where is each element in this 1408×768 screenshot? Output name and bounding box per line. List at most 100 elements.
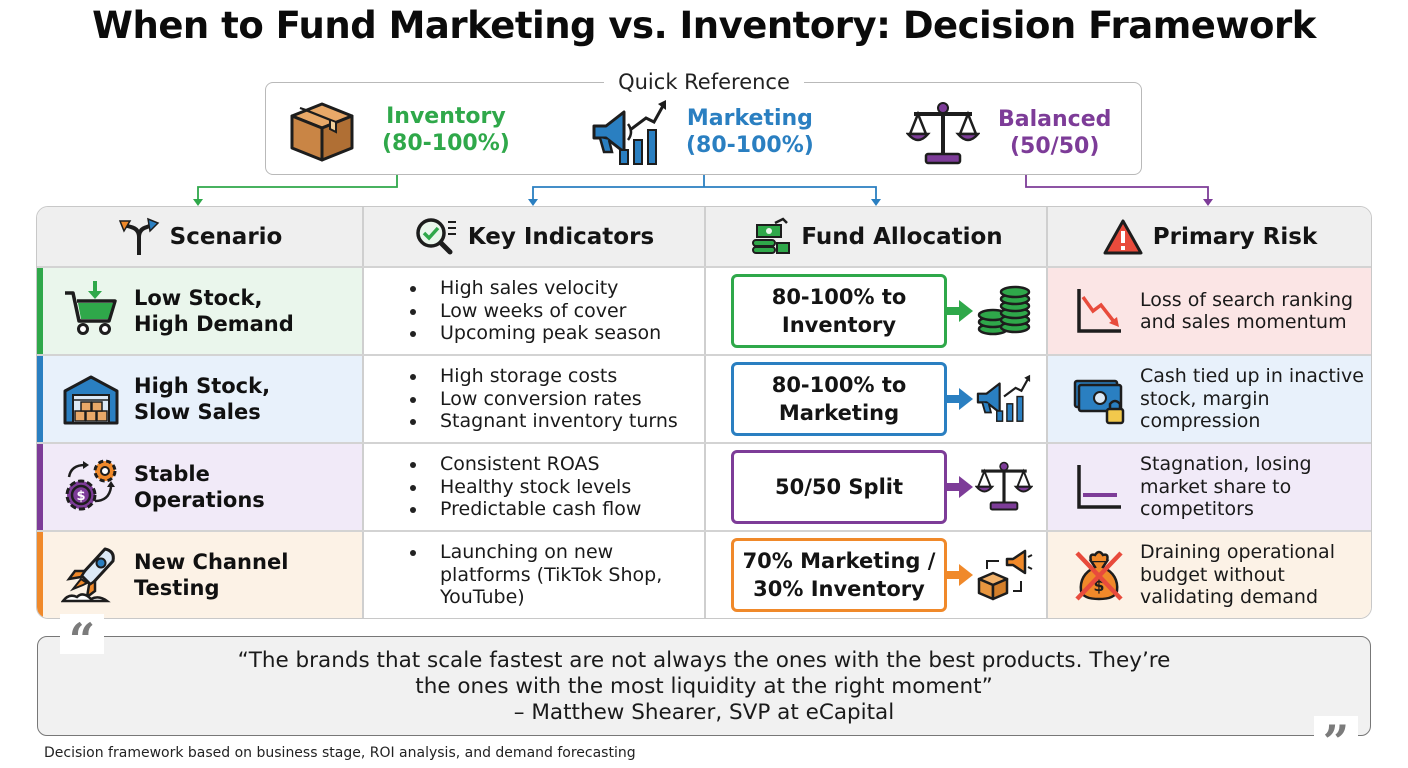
row-divider <box>37 266 1371 268</box>
indicator-item: Upcoming peak season <box>410 322 705 345</box>
allocation-line1: 50/50 Split <box>774 475 904 499</box>
cart-icon <box>65 281 117 335</box>
risk-cell: Loss of search ranking and sales momentu… <box>1047 267 1371 355</box>
risk-line: validating demand <box>1140 586 1319 609</box>
rocket-icon <box>61 547 115 603</box>
quick-ref-balanced-line1: Balanced <box>998 107 1112 132</box>
indicators-cell: Consistent ROAS Healthy stock levels Pre… <box>363 443 705 531</box>
risk-line: compression <box>1140 410 1261 433</box>
indicator-item: High sales velocity <box>410 277 705 300</box>
quote-line2: the ones with the most liquidity at the … <box>415 674 993 699</box>
row-divider <box>37 442 1371 444</box>
scenario-title-line1: Stable <box>134 462 210 486</box>
money-growth-icon <box>752 217 791 254</box>
scenario-title-line2: High Demand <box>134 312 294 336</box>
allocation-box: 80-100% to Inventory <box>731 274 947 348</box>
indicator-item: Predictable cash flow <box>410 498 705 521</box>
quick-reference-box <box>265 82 1142 175</box>
indicator-item: Stagnant inventory turns <box>410 410 705 433</box>
connector-arrows <box>193 175 1213 206</box>
quick-ref-marketing-line1: Marketing <box>686 106 813 131</box>
column-divider <box>704 207 706 618</box>
quick-ref-balanced: Balanced (50/50) <box>906 100 1111 166</box>
allocation-box: 50/50 Split <box>731 450 947 524</box>
risk-line: budget without <box>1140 563 1285 586</box>
header-fund-allocation: Fund Allocation <box>705 207 1047 267</box>
arrow-right-icon <box>947 388 973 410</box>
risk-cell: Stagnation, losing market share to compe… <box>1047 443 1371 531</box>
risk-line: Draining operational <box>1140 541 1335 564</box>
indicator-item: Low conversion rates <box>410 388 705 411</box>
indicator-item: Launching on new <box>410 541 705 564</box>
arrow-right-icon <box>947 476 973 498</box>
header-primary-risk: Primary Risk <box>1047 207 1371 267</box>
scenario-title-line2: Operations <box>134 488 265 512</box>
quick-reference-label: Quick Reference <box>604 70 804 94</box>
allocation-line1: 80-100% to <box>771 373 907 397</box>
header-scenario-label: Scenario <box>169 224 283 250</box>
allocation-line1: 80-100% to <box>771 285 907 309</box>
row-accent-bar <box>37 443 43 531</box>
indicator-item: Low weeks of cover <box>410 300 705 323</box>
risk-line: Loss of search ranking <box>1140 288 1354 311</box>
allocation-line1: 70% Marketing / <box>742 549 936 573</box>
close-quote-icon: ” <box>1314 716 1358 768</box>
allocation-cell: 50/50 Split <box>705 443 1047 531</box>
locked-cash-icon <box>1073 379 1125 425</box>
risk-line: Stagnation, losing <box>1140 453 1312 476</box>
quote-text: “The brands that scale fastest are not a… <box>37 648 1371 726</box>
allocation-line2: Marketing <box>778 401 900 425</box>
scenario-title-line1: New Channel <box>134 550 289 574</box>
scenario-cell: High Stock, Slow Sales <box>37 355 363 443</box>
allocation-box: 70% Marketing / 30% Inventory <box>731 538 947 612</box>
decision-table: Scenario Key Indicators Fund Allocation <box>36 206 1372 619</box>
scenario-cell: New Channel Testing <box>37 531 363 618</box>
megaphone-chart-icon <box>592 100 666 165</box>
megaphone-chart-icon <box>976 374 1031 422</box>
flat-chart-icon <box>1077 465 1121 509</box>
scenario-title-line1: High Stock, <box>134 374 271 398</box>
header-key-indicators: Key Indicators <box>363 207 705 267</box>
downtrend-icon <box>1077 289 1121 333</box>
row-accent-bar <box>37 355 43 443</box>
header-fund-allocation-label: Fund Allocation <box>801 224 1003 250</box>
indicator-item-continuation: YouTube) <box>440 586 525 609</box>
risk-line: competitors <box>1140 498 1254 521</box>
indicator-item-continuation: platforms (TikTok Shop, <box>440 563 663 586</box>
warehouse-icon <box>63 375 119 425</box>
arrow-right-icon <box>947 300 973 322</box>
scenario-title-line2: Slow Sales <box>134 400 261 424</box>
no-money-bag-icon: $ <box>1075 550 1123 601</box>
crossroads-icon <box>118 217 159 255</box>
scenario-title-line1: Low Stock, <box>134 286 263 310</box>
header-key-indicators-label: Key Indicators <box>467 224 655 250</box>
quick-ref-marketing: Marketing (80-100%) <box>590 96 814 168</box>
allocation-line2: 30% Inventory <box>753 577 925 601</box>
svg-text:$: $ <box>76 489 85 504</box>
quick-ref-balanced-line2: (50/50) <box>1010 134 1100 159</box>
row-accent-bar <box>37 267 43 355</box>
table-row: $ Stable Operations Consistent ROAS Heal… <box>37 443 1371 531</box>
coins-icon <box>977 285 1031 336</box>
row-divider <box>37 354 1371 356</box>
quick-ref-inventory-line1: Inventory <box>386 104 506 129</box>
magnifier-check-icon <box>416 218 456 255</box>
quote-attribution: – Matthew Shearer, SVP at eCapital <box>513 700 895 725</box>
indicator-item: Healthy stock levels <box>410 476 705 499</box>
footer-note: Decision framework based on business sta… <box>44 745 636 761</box>
quick-ref-marketing-line2: (80-100%) <box>686 133 814 158</box>
scales-icon <box>906 102 980 165</box>
box-icon <box>290 102 354 162</box>
quote-box <box>37 636 1371 736</box>
allocation-cell: 80-100% to Marketing <box>705 355 1047 443</box>
svg-text:$: $ <box>1093 576 1104 595</box>
header-primary-risk-label: Primary Risk <box>1152 224 1318 250</box>
row-accent-bar <box>37 531 43 618</box>
indicators-cell: High storage costs Low conversion rates … <box>363 355 705 443</box>
scenario-cell: Low Stock, High Demand <box>37 267 363 355</box>
header-scenario: Scenario <box>37 207 363 267</box>
risk-line: market share to <box>1140 475 1292 498</box>
page-title: When to Fund Marketing vs. Inventory: De… <box>92 4 1316 47</box>
risk-line: stock, margin <box>1140 387 1270 410</box>
risk-line: Cash tied up in inactive <box>1140 365 1364 388</box>
